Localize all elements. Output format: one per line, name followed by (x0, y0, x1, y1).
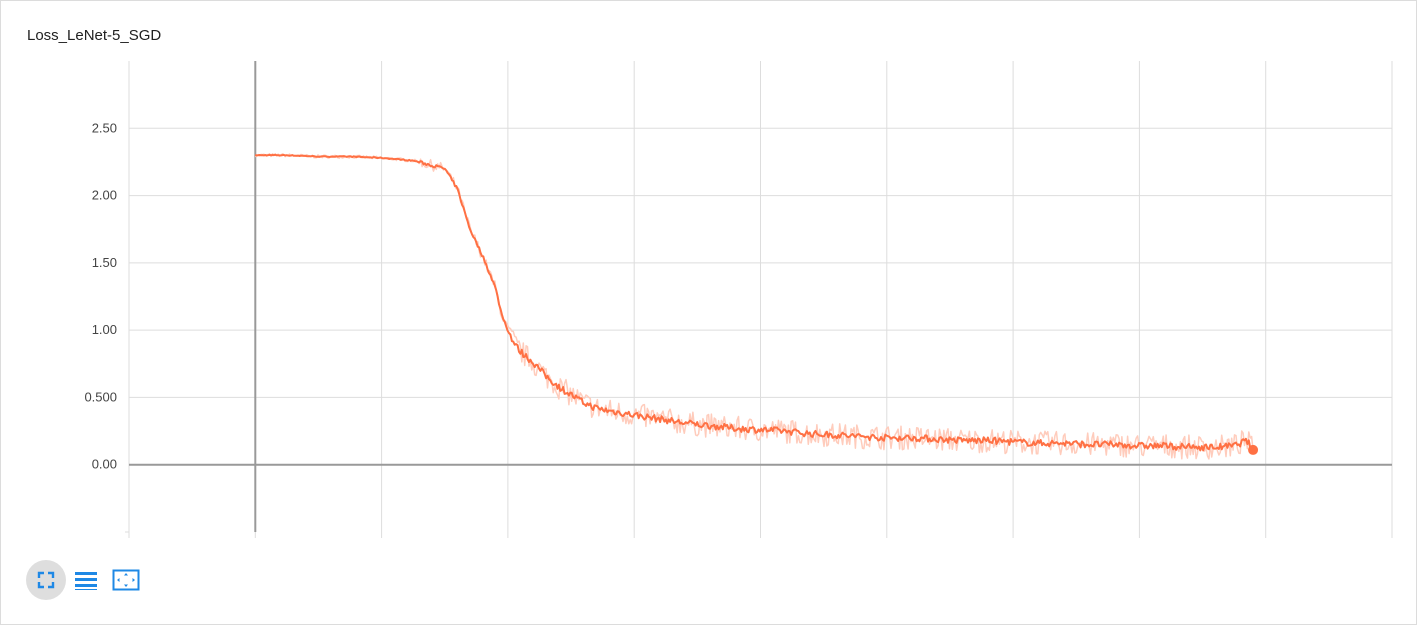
y-tick-label: 2.50 (92, 120, 117, 135)
axes (129, 61, 1392, 532)
chart-toolbar (26, 560, 146, 600)
chart-title: Loss_LeNet-5_SGD (27, 27, 162, 44)
y-tick-label: 2.00 (92, 188, 117, 203)
toggle-log-scale-button[interactable] (66, 560, 106, 600)
fit-domain-button[interactable] (106, 560, 146, 600)
grid-lines (125, 61, 1393, 538)
smoothed-loss-line (254, 153, 1254, 452)
y-tick-label: 1.00 (92, 322, 117, 337)
y-tick-label: 1.50 (92, 255, 117, 270)
series-layer (254, 153, 1259, 460)
fit-domain-icon (112, 569, 140, 591)
y-tick-labels: 0.00 0.500 1.00 1.50 2.00 2.50 (84, 120, 117, 471)
last-point-marker (1248, 444, 1259, 455)
fullscreen-icon (37, 571, 55, 589)
y-tick-label: 0.500 (84, 389, 117, 404)
y-tick-label: 0.00 (92, 457, 117, 472)
raw-loss-line (254, 153, 1254, 460)
expand-chart-button[interactable] (26, 560, 66, 600)
list-icon (75, 572, 97, 590)
